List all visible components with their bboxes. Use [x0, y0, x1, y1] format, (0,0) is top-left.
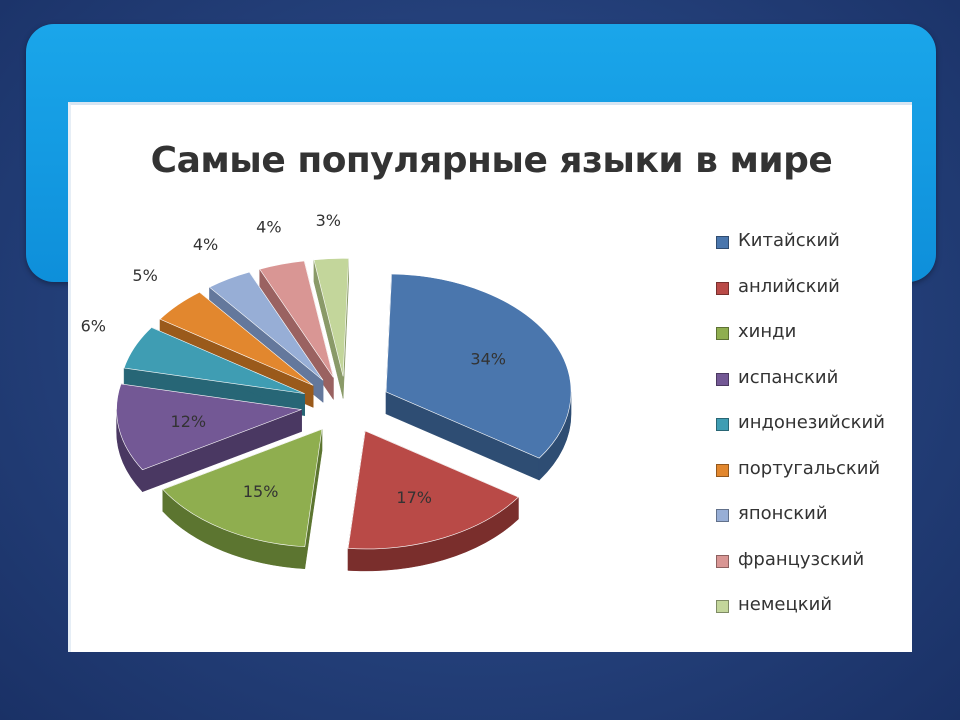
legend-label: хинди — [738, 321, 797, 342]
data-label-7: 4% — [193, 235, 218, 254]
legend-item: японский — [716, 503, 906, 549]
legend-item: испанский — [716, 367, 906, 413]
slice-1-top — [385, 273, 572, 459]
legend-label: французский — [738, 548, 865, 570]
data-label-8: 4% — [256, 218, 281, 237]
data-label-9: 3% — [316, 211, 341, 230]
legend-item: индонезийский — [716, 412, 906, 458]
data-label-2: 17% — [396, 488, 432, 507]
legend-item: немецкий — [716, 594, 906, 640]
slice-2-top — [347, 430, 519, 550]
chart-title: Самые популярные языки в мире — [150, 140, 833, 181]
legend-item: анлийский — [716, 276, 906, 322]
legend-swatch — [716, 236, 729, 249]
legend-label: японский — [738, 503, 828, 524]
pie-chart: 34% 17% 15% 12% 6% 5% 4% 4% 3% — [81, 211, 572, 572]
legend-label: Китайский — [738, 230, 840, 251]
chart-legend: Китайский анлийский хинди испанский индонези… — [716, 230, 906, 640]
slice-9-top — [313, 258, 349, 377]
slice-6-top — [159, 291, 314, 386]
legend-item: французский — [716, 549, 906, 595]
legend-label: испанский — [738, 366, 839, 388]
data-label-5: 6% — [81, 317, 106, 336]
legend-label: индонезийский — [738, 412, 885, 433]
legend-swatch — [716, 418, 729, 431]
data-label-6: 5% — [132, 266, 157, 285]
legend-label: анлийский — [738, 275, 840, 297]
slice-8-top — [259, 260, 334, 378]
data-label-3: 15% — [243, 482, 279, 501]
legend-swatch — [716, 554, 729, 568]
legend-label: португальский — [738, 457, 881, 479]
slice-3-top — [162, 428, 323, 548]
legend-swatch — [716, 281, 729, 295]
legend-swatch — [716, 600, 729, 613]
legend-item: хинди — [716, 321, 906, 367]
slice-4-top — [116, 383, 302, 471]
legend-item: португальский — [716, 458, 906, 504]
legend-swatch — [716, 509, 729, 522]
data-label-1: 34% — [470, 350, 506, 369]
legend-item: Китайский — [716, 230, 906, 276]
legend-swatch — [716, 327, 729, 340]
chart-image: Самые популярные языки в мире 34% 17% 15% 1… — [68, 102, 912, 652]
slice-7-top — [208, 271, 324, 381]
legend-swatch — [716, 372, 729, 386]
data-label-4: 12% — [171, 412, 207, 431]
legend-label: немецкий — [738, 594, 833, 615]
legend-swatch — [716, 463, 729, 477]
slice-5-top — [123, 327, 305, 394]
